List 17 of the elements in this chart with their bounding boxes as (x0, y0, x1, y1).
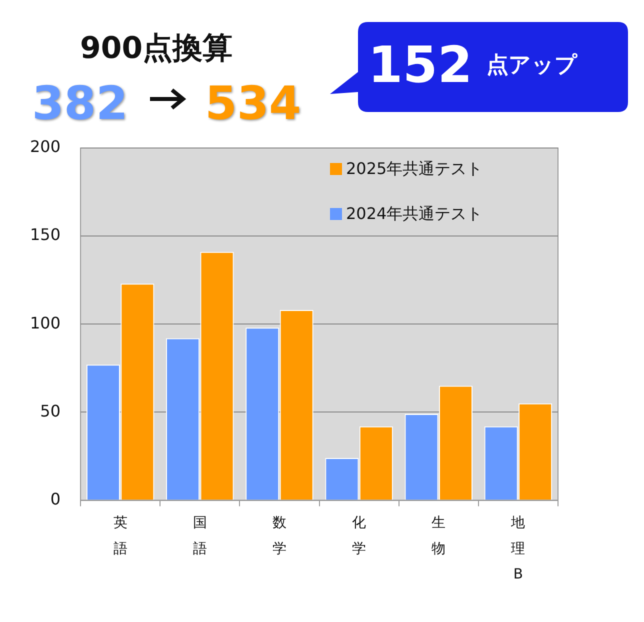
text: 152 点アップ (368, 36, 578, 94)
legend-label: 2025年共通テスト (346, 158, 483, 180)
chart-title: 900点換算 (80, 30, 233, 68)
y-tick-label: 200 (30, 137, 61, 156)
x-tick-label: 英語 (113, 514, 128, 557)
y-tick-label: 150 (30, 225, 61, 244)
x-tick-label: 地理B (510, 514, 526, 583)
x-tick-label: 生物 (432, 514, 446, 557)
legend-label: 2024年共通テスト (346, 204, 483, 224)
text: 534 (205, 76, 302, 130)
x-tick-label: 数学 (272, 514, 286, 557)
y-tick-label: 100 (30, 313, 61, 332)
x-tick-label: 国語 (192, 514, 207, 557)
y-tick-label: 0 (50, 489, 61, 508)
text: 382 (32, 76, 128, 130)
x-tick-label: 化学 (352, 514, 366, 557)
y-tick-label: 50 (40, 401, 61, 420)
